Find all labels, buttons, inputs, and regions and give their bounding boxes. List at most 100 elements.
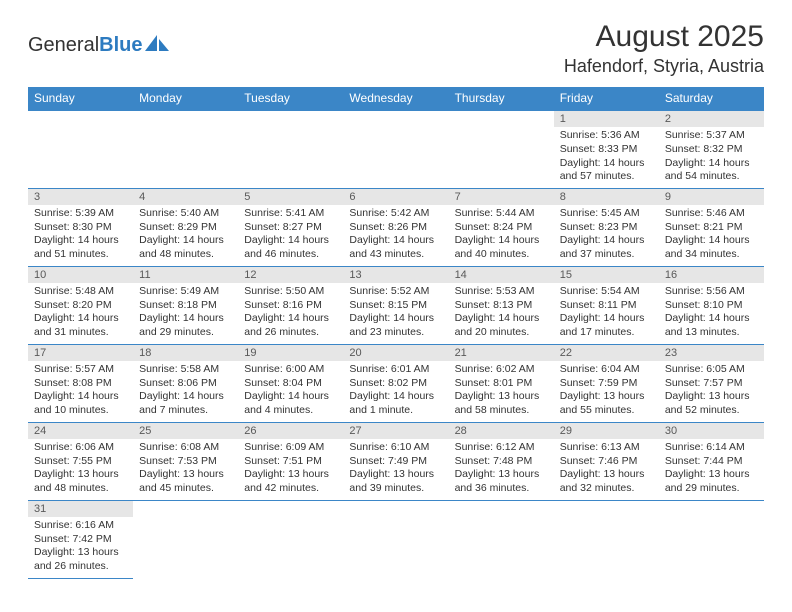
calendar-cell: 5Sunrise: 5:41 AMSunset: 8:27 PMDaylight…	[238, 188, 343, 266]
day-number: 15	[554, 267, 659, 283]
daylight-text: Daylight: 14 hours	[244, 234, 337, 248]
calendar-cell: 25Sunrise: 6:08 AMSunset: 7:53 PMDayligh…	[133, 422, 238, 500]
daylight-text: Daylight: 13 hours	[560, 390, 653, 404]
sunrise-text: Sunrise: 5:39 AM	[34, 207, 127, 221]
daylight-text: and 51 minutes.	[34, 248, 127, 262]
daylight-text: Daylight: 14 hours	[139, 390, 232, 404]
day-data: Sunrise: 5:50 AMSunset: 8:16 PMDaylight:…	[238, 283, 343, 344]
calendar-cell: 23Sunrise: 6:05 AMSunset: 7:57 PMDayligh…	[659, 344, 764, 422]
day-number: 10	[28, 267, 133, 283]
weekday-header: Thursday	[449, 87, 554, 110]
daylight-text: and 40 minutes.	[455, 248, 548, 262]
sunset-text: Sunset: 7:48 PM	[455, 455, 548, 469]
calendar-cell: 30Sunrise: 6:14 AMSunset: 7:44 PMDayligh…	[659, 422, 764, 500]
day-number: 18	[133, 345, 238, 361]
daylight-text: Daylight: 14 hours	[455, 234, 548, 248]
daylight-text: Daylight: 14 hours	[349, 312, 442, 326]
daylight-text: and 4 minutes.	[244, 404, 337, 418]
sunrise-text: Sunrise: 5:57 AM	[34, 363, 127, 377]
day-number: 5	[238, 189, 343, 205]
calendar-cell: 28Sunrise: 6:12 AMSunset: 7:48 PMDayligh…	[449, 422, 554, 500]
daylight-text: and 7 minutes.	[139, 404, 232, 418]
day-data: Sunrise: 6:08 AMSunset: 7:53 PMDaylight:…	[133, 439, 238, 500]
sunset-text: Sunset: 7:59 PM	[560, 377, 653, 391]
sunrise-text: Sunrise: 6:00 AM	[244, 363, 337, 377]
day-number: 16	[659, 267, 764, 283]
day-data: Sunrise: 5:41 AMSunset: 8:27 PMDaylight:…	[238, 205, 343, 266]
day-number: 7	[449, 189, 554, 205]
sunset-text: Sunset: 8:01 PM	[455, 377, 548, 391]
calendar-row: 10Sunrise: 5:48 AMSunset: 8:20 PMDayligh…	[28, 266, 764, 344]
sunrise-text: Sunrise: 6:09 AM	[244, 441, 337, 455]
calendar-cell: 31Sunrise: 6:16 AMSunset: 7:42 PMDayligh…	[28, 500, 133, 578]
sunrise-text: Sunrise: 5:46 AM	[665, 207, 758, 221]
logo-blue-text: Blue	[99, 34, 142, 57]
calendar-cell	[28, 110, 133, 188]
day-number: 26	[238, 423, 343, 439]
weekday-header: Saturday	[659, 87, 764, 110]
sunrise-text: Sunrise: 5:37 AM	[665, 129, 758, 143]
sunrise-text: Sunrise: 5:56 AM	[665, 285, 758, 299]
daylight-text: and 13 minutes.	[665, 326, 758, 340]
sunset-text: Sunset: 8:10 PM	[665, 299, 758, 313]
sunset-text: Sunset: 8:02 PM	[349, 377, 442, 391]
daylight-text: and 46 minutes.	[244, 248, 337, 262]
sunrise-text: Sunrise: 5:48 AM	[34, 285, 127, 299]
day-number: 28	[449, 423, 554, 439]
sunset-text: Sunset: 8:24 PM	[455, 221, 548, 235]
calendar-cell	[554, 500, 659, 578]
daylight-text: and 57 minutes.	[560, 170, 653, 184]
day-data: Sunrise: 6:04 AMSunset: 7:59 PMDaylight:…	[554, 361, 659, 422]
daylight-text: Daylight: 14 hours	[455, 312, 548, 326]
header: GeneralBlue August 2025 Hafendorf, Styri…	[28, 20, 764, 77]
location: Hafendorf, Styria, Austria	[564, 56, 764, 77]
calendar-cell: 7 Sunrise: 5:44 AMSunset: 8:24 PMDaylight…	[449, 188, 554, 266]
day-data: Sunrise: 5:48 AMSunset: 8:20 PMDaylight:…	[28, 283, 133, 344]
sunset-text: Sunset: 8:13 PM	[455, 299, 548, 313]
day-number: 1	[554, 111, 659, 127]
calendar-cell: 16Sunrise: 5:56 AMSunset: 8:10 PMDayligh…	[659, 266, 764, 344]
sunrise-text: Sunrise: 6:16 AM	[34, 519, 127, 533]
daylight-text: Daylight: 14 hours	[349, 234, 442, 248]
daylight-text: and 43 minutes.	[349, 248, 442, 262]
day-number: 24	[28, 423, 133, 439]
day-data: Sunrise: 6:05 AMSunset: 7:57 PMDaylight:…	[659, 361, 764, 422]
sunset-text: Sunset: 8:30 PM	[34, 221, 127, 235]
day-number: 30	[659, 423, 764, 439]
daylight-text: and 39 minutes.	[349, 482, 442, 496]
day-number: 19	[238, 345, 343, 361]
calendar-cell	[133, 500, 238, 578]
daylight-text: and 10 minutes.	[34, 404, 127, 418]
daylight-text: and 1 minute.	[349, 404, 442, 418]
day-number: 14	[449, 267, 554, 283]
day-number: 23	[659, 345, 764, 361]
calendar-cell: 24Sunrise: 6:06 AMSunset: 7:55 PMDayligh…	[28, 422, 133, 500]
calendar-cell	[659, 500, 764, 578]
sunset-text: Sunset: 8:29 PM	[139, 221, 232, 235]
calendar-cell	[449, 500, 554, 578]
daylight-text: Daylight: 14 hours	[244, 312, 337, 326]
calendar-cell: 8Sunrise: 5:45 AMSunset: 8:23 PMDaylight…	[554, 188, 659, 266]
daylight-text: Daylight: 13 hours	[34, 546, 127, 560]
sunset-text: Sunset: 7:57 PM	[665, 377, 758, 391]
sunrise-text: Sunrise: 6:13 AM	[560, 441, 653, 455]
daylight-text: Daylight: 14 hours	[665, 157, 758, 171]
daylight-text: Daylight: 13 hours	[349, 468, 442, 482]
day-number: 20	[343, 345, 448, 361]
calendar-cell	[343, 110, 448, 188]
sunrise-text: Sunrise: 5:44 AM	[455, 207, 548, 221]
calendar-row: 24Sunrise: 6:06 AMSunset: 7:55 PMDayligh…	[28, 422, 764, 500]
logo-sail-icon	[145, 35, 169, 51]
daylight-text: and 31 minutes.	[34, 326, 127, 340]
calendar-cell: 10Sunrise: 5:48 AMSunset: 8:20 PMDayligh…	[28, 266, 133, 344]
weekday-header: Tuesday	[238, 87, 343, 110]
calendar-cell: 26Sunrise: 6:09 AMSunset: 7:51 PMDayligh…	[238, 422, 343, 500]
sunrise-text: Sunrise: 6:10 AM	[349, 441, 442, 455]
sunset-text: Sunset: 7:49 PM	[349, 455, 442, 469]
sunrise-text: Sunrise: 6:14 AM	[665, 441, 758, 455]
daylight-text: Daylight: 13 hours	[139, 468, 232, 482]
daylight-text: and 29 minutes.	[139, 326, 232, 340]
day-data: Sunrise: 5:46 AMSunset: 8:21 PMDaylight:…	[659, 205, 764, 266]
sunset-text: Sunset: 7:46 PM	[560, 455, 653, 469]
calendar-row: 1Sunrise: 5:36 AMSunset: 8:33 PMDaylight…	[28, 110, 764, 188]
